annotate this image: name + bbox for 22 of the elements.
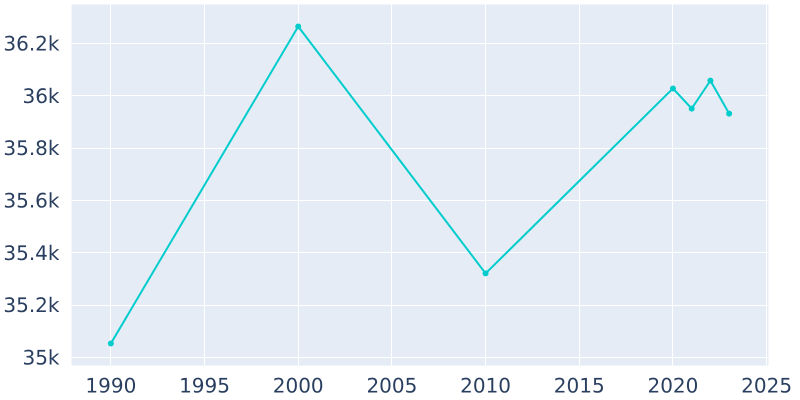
x-tick-label: 1990	[85, 374, 136, 398]
x-tick-label: 2005	[366, 374, 418, 398]
x-tick-label: 1995	[179, 374, 230, 398]
x-tick-label: 2025	[741, 374, 792, 398]
y-tick-label: 35.2k	[3, 293, 60, 318]
point	[670, 85, 676, 92]
y-tick-label: 35.4k	[3, 240, 60, 265]
point	[295, 23, 302, 30]
y-tick-label: 35.8k	[3, 136, 60, 160]
y-tick-label: 36k	[22, 84, 60, 108]
y-tick-label: 35.6k	[3, 188, 60, 212]
x-tick-label: 2020	[647, 374, 698, 398]
x-tick-label: 2015	[554, 374, 605, 398]
x-tick-label: 2010	[460, 374, 512, 398]
point	[108, 340, 114, 347]
x-tick-label: 2000	[272, 374, 324, 398]
point	[726, 110, 732, 117]
point	[707, 78, 714, 84]
y-tick-label: 36.2k	[3, 31, 60, 56]
point	[688, 106, 695, 112]
point	[482, 270, 489, 276]
y-tick-label: 35k	[22, 345, 60, 370]
